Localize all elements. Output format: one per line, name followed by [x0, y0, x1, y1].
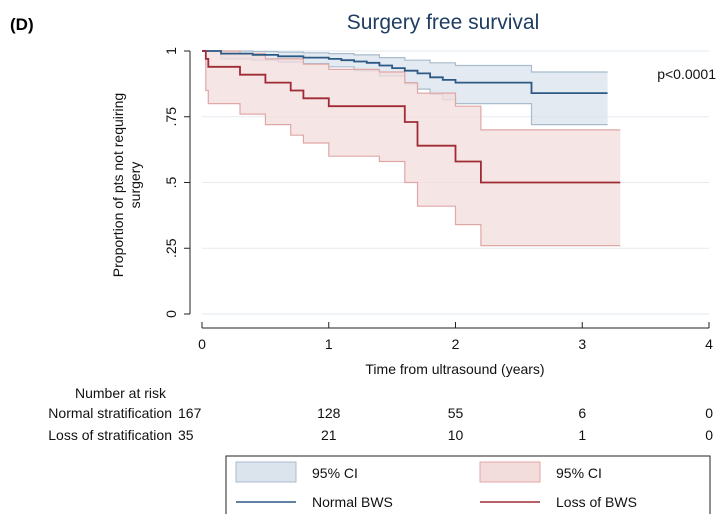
y-tick-label-0: 0	[163, 310, 179, 318]
x-tick-label-3: 3	[578, 336, 586, 352]
survival-curve-0	[202, 50, 608, 94]
risk-values: 167 128 55 6 035 21 10 1 0	[178, 405, 713, 443]
risk-row-label-normal: Normal stratification	[48, 405, 172, 421]
risk-value-r1-c3: 1	[578, 427, 586, 443]
legend-ci-swatch-loss	[479, 461, 541, 483]
y-tick-label-4: 1	[163, 47, 179, 55]
risk-value-r0-c1: 128	[317, 405, 341, 421]
x-tick-label-4: 4	[705, 336, 713, 352]
y-axis-label-line-1: Proportion of pts not requiring	[110, 93, 126, 277]
y-axis-label-line-2: surgery	[127, 162, 143, 209]
legend-label-ci-normal: 95% CI	[312, 465, 358, 481]
axes: 0 1 2 3 4 0 .25 .5 .75 1	[163, 47, 713, 352]
y-tick-label-3: .75	[163, 107, 179, 127]
survival-curves	[202, 50, 621, 184]
y-tick-label-2: .5	[163, 176, 179, 188]
y-tick-label-1: .25	[163, 238, 179, 258]
legend: 95% CI 95% CI Normal BWS Loss of BWS	[225, 455, 711, 514]
risk-value-r0-c0: 167	[178, 405, 202, 421]
survival-curve-1	[202, 50, 621, 184]
chart-title: Surgery free survival	[347, 11, 540, 34]
risk-value-r1-c0: 35	[178, 427, 194, 443]
legend-ci-swatch-normal	[235, 461, 297, 483]
risk-value-r0-c4: 0	[705, 405, 713, 421]
ci-band-0	[202, 51, 608, 125]
x-tick-label-0: 0	[198, 336, 206, 352]
ci-upper-0	[202, 50, 608, 73]
x-tick-label-1: 1	[325, 336, 333, 352]
risk-value-r0-c3: 6	[578, 405, 586, 421]
risk-value-r1-c2: 10	[448, 427, 464, 443]
y-axis-label: Proportion of pts not requiring surgery	[110, 93, 143, 277]
legend-label-normal-bws: Normal BWS	[312, 494, 393, 510]
legend-frame	[225, 455, 711, 514]
risk-table: Number at risk Normal stratification Los…	[48, 385, 713, 443]
risk-value-r0-c2: 55	[448, 405, 464, 421]
legend-label-ci-loss: 95% CI	[556, 465, 602, 481]
legend-label-loss-bws: Loss of BWS	[556, 494, 637, 510]
plot-area: 0 1 2 3 4 0 .25 .5 .75 1	[163, 47, 713, 352]
risk-table-title: Number at risk	[75, 385, 167, 401]
x-axis-label: Time from ultrasound (years)	[365, 361, 544, 377]
p-value-annotation: p<0.0001	[657, 66, 716, 82]
ci-band-1	[202, 51, 621, 246]
x-tick-label-2: 2	[452, 336, 460, 352]
risk-value-r1-c4: 0	[705, 427, 713, 443]
risk-row-label-loss: Loss of stratification	[48, 427, 172, 443]
panel-label: (D)	[10, 15, 34, 34]
ci-lower-1	[202, 50, 621, 247]
risk-value-r1-c1: 21	[321, 427, 337, 443]
